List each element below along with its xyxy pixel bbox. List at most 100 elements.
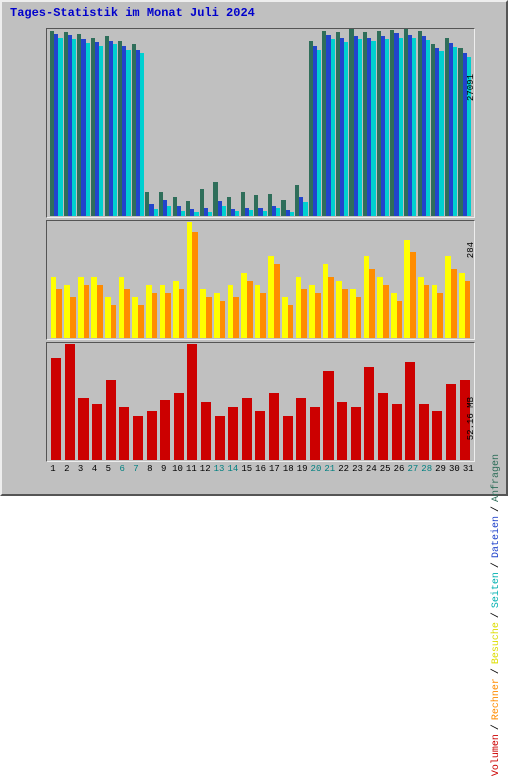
day-group — [241, 30, 254, 216]
day-group — [322, 222, 335, 338]
bar-rechner — [274, 264, 280, 338]
day-group — [227, 344, 240, 460]
day-group — [132, 344, 145, 460]
x-tick-label: 6 — [115, 464, 129, 478]
bar-volumen — [269, 393, 279, 460]
day-group — [431, 222, 444, 338]
day-group — [50, 30, 63, 216]
legend: Volumen/Rechner/Besuche/Seiten/Dateien/A… — [491, 454, 502, 776]
legend-separator: / — [491, 724, 502, 730]
day-group — [213, 30, 226, 216]
legend-item: Rechner — [491, 678, 502, 720]
bar-volumen — [337, 402, 347, 460]
legend-item: Seiten — [491, 572, 502, 608]
bar-seiten — [222, 206, 226, 216]
day-group — [377, 30, 390, 216]
day-group — [445, 344, 458, 460]
day-group — [363, 344, 376, 460]
x-tick-label: 21 — [323, 464, 337, 478]
x-tick-label: 7 — [129, 464, 143, 478]
bar-seiten — [72, 39, 76, 216]
bar-rechner — [192, 232, 198, 338]
bar-rechner — [247, 281, 253, 338]
bar-volumen — [187, 344, 197, 460]
legend-item: Dateien — [491, 516, 502, 558]
bar-seiten — [235, 211, 239, 216]
bar-seiten — [208, 212, 212, 216]
bar-volumen — [432, 411, 442, 460]
bar-rechner — [424, 285, 430, 338]
bar-rechner — [124, 289, 130, 338]
x-tick-label: 25 — [378, 464, 392, 478]
day-group — [349, 344, 362, 460]
bar-rechner — [315, 293, 321, 338]
day-group — [77, 222, 90, 338]
x-tick-label: 14 — [226, 464, 240, 478]
stats-frame: Tages-Statistik im Monat Juli 2024 27091… — [0, 0, 508, 496]
bar-volumen — [242, 398, 252, 460]
bar-seiten — [399, 38, 403, 217]
day-group — [363, 222, 376, 338]
day-group — [404, 344, 417, 460]
bar-rechner — [288, 305, 294, 338]
day-group — [159, 222, 172, 338]
day-group — [458, 30, 471, 216]
day-group — [445, 30, 458, 216]
ylabel-panel2: 284 — [466, 242, 476, 258]
day-group — [104, 222, 117, 338]
x-tick-label: 17 — [268, 464, 282, 478]
day-group — [172, 30, 185, 216]
x-tick-label: 13 — [212, 464, 226, 478]
x-tick-label: 2 — [60, 464, 74, 478]
x-tick-label: 29 — [434, 464, 448, 478]
day-group — [295, 30, 308, 216]
bar-volumen — [419, 404, 429, 460]
day-group — [50, 222, 63, 338]
day-group — [404, 30, 417, 216]
legend-separator: / — [491, 506, 502, 512]
day-group — [390, 344, 403, 460]
day-group — [336, 344, 349, 460]
x-tick-label: 10 — [171, 464, 185, 478]
day-group — [77, 30, 90, 216]
day-group — [377, 222, 390, 338]
day-group — [77, 344, 90, 460]
bar-rechner — [111, 305, 117, 338]
bar-rechner — [301, 289, 307, 338]
bar-seiten — [140, 53, 144, 216]
bars-panel1 — [50, 30, 471, 216]
bar-volumen — [296, 398, 306, 460]
day-group — [241, 222, 254, 338]
day-group — [145, 222, 158, 338]
day-group — [50, 344, 63, 460]
day-group — [91, 222, 104, 338]
bar-rechner — [465, 281, 471, 338]
bar-seiten — [439, 51, 443, 216]
bar-volumen — [160, 400, 170, 460]
bar-seiten — [453, 47, 457, 216]
bar-rechner — [451, 269, 457, 338]
day-group — [268, 222, 281, 338]
bar-rechner — [233, 297, 239, 338]
bar-seiten — [331, 39, 335, 216]
day-group — [159, 344, 172, 460]
legend-separator: / — [491, 612, 502, 618]
bar-seiten — [344, 42, 348, 216]
chart-title: Tages-Statistik im Monat Juli 2024 — [10, 6, 255, 20]
bar-seiten — [86, 43, 90, 216]
bar-seiten — [290, 212, 294, 216]
x-tick-label: 12 — [198, 464, 212, 478]
day-group — [309, 222, 322, 338]
bar-rechner — [220, 301, 226, 338]
day-group — [281, 222, 294, 338]
day-group — [254, 30, 267, 216]
x-tick-label: 20 — [309, 464, 323, 478]
bar-seiten — [194, 212, 198, 216]
bar-seiten — [426, 40, 430, 216]
day-group — [309, 344, 322, 460]
bar-rechner — [397, 301, 403, 338]
day-group — [254, 222, 267, 338]
bar-volumen — [92, 404, 102, 460]
bar-rechner — [342, 289, 348, 338]
day-group — [349, 30, 362, 216]
